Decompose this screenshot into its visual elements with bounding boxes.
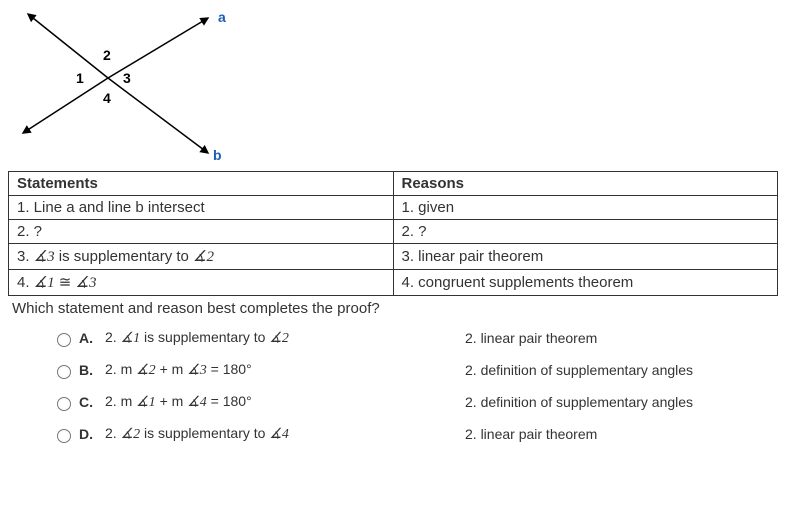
intersecting-lines-diagram: a b 1 2 3 4 xyxy=(8,8,238,163)
table-row: 1. Line a and line b intersect 1. given xyxy=(9,196,778,220)
option-letter: C. xyxy=(79,394,105,410)
option-statement: 2. ∡1 is supplementary to ∡2 xyxy=(105,329,465,347)
option-letter: A. xyxy=(79,330,105,346)
radio-b[interactable] xyxy=(57,365,71,379)
option-statement: 2. ∡2 is supplementary to ∡4 xyxy=(105,425,465,443)
option-d[interactable]: D. 2. ∡2 is supplementary to ∡4 2. linea… xyxy=(52,425,781,443)
angle-label-3: 3 xyxy=(123,70,131,86)
statement-cell: 1. Line a and line b intersect xyxy=(9,196,394,220)
header-reasons: Reasons xyxy=(393,172,778,196)
angle-label-2: 2 xyxy=(103,47,111,63)
option-statement: 2. m ∡2 + m ∡3 = 180° xyxy=(105,361,465,379)
option-a[interactable]: A. 2. ∡1 is supplementary to ∡2 2. linea… xyxy=(52,329,781,347)
angle-label-1: 1 xyxy=(76,70,84,86)
reason-cell: 4. congruent supplements theorem xyxy=(393,270,778,296)
radio-d[interactable] xyxy=(57,429,71,443)
question-text: Which statement and reason best complete… xyxy=(12,300,781,317)
statement-cell: 4. ∡1 ≅ ∡3 xyxy=(9,270,394,296)
line-label-a: a xyxy=(218,9,226,25)
line-label-b: b xyxy=(213,147,222,163)
header-statements: Statements xyxy=(9,172,394,196)
option-reason: 2. linear pair theorem xyxy=(465,426,597,442)
angle-label-4: 4 xyxy=(103,90,111,106)
option-b[interactable]: B. 2. m ∡2 + m ∡3 = 180° 2. definition o… xyxy=(52,361,781,379)
table-row: 4. ∡1 ≅ ∡3 4. congruent supplements theo… xyxy=(9,270,778,296)
table-row: 3. ∡3 is supplementary to ∡2 3. linear p… xyxy=(9,244,778,270)
answer-options: A. 2. ∡1 is supplementary to ∡2 2. linea… xyxy=(52,329,781,443)
option-reason: 2. definition of supplementary angles xyxy=(465,362,693,378)
radio-a[interactable] xyxy=(57,333,71,347)
option-letter: D. xyxy=(79,426,105,442)
option-reason: 2. linear pair theorem xyxy=(465,330,597,346)
reason-cell: 3. linear pair theorem xyxy=(393,244,778,270)
reason-cell: 2. ? xyxy=(393,220,778,244)
reason-cell: 1. given xyxy=(393,196,778,220)
option-c[interactable]: C. 2. m ∡1 + m ∡4 = 180° 2. definition o… xyxy=(52,393,781,411)
option-reason: 2. definition of supplementary angles xyxy=(465,394,693,410)
statement-cell: 2. ? xyxy=(9,220,394,244)
option-statement: 2. m ∡1 + m ∡4 = 180° xyxy=(105,393,465,411)
statement-cell: 3. ∡3 is supplementary to ∡2 xyxy=(9,244,394,270)
radio-c[interactable] xyxy=(57,397,71,411)
table-row: 2. ? 2. ? xyxy=(9,220,778,244)
option-letter: B. xyxy=(79,362,105,378)
proof-table: Statements Reasons 1. Line a and line b … xyxy=(8,171,778,296)
